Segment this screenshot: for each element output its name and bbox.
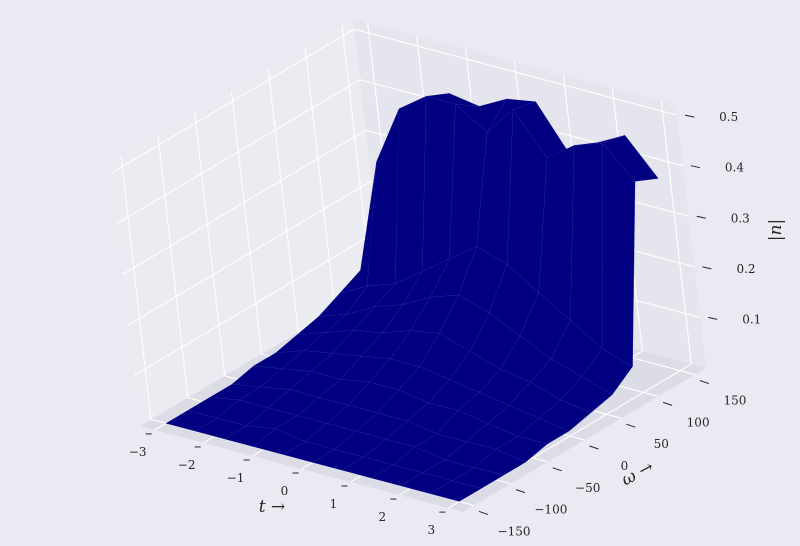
surface-patch bbox=[601, 142, 636, 367]
grid-line-z-left bbox=[128, 180, 372, 326]
y-tick-label: 150 bbox=[724, 394, 747, 408]
y-tick-label: 100 bbox=[687, 415, 710, 429]
z-tick-label: 0.4 bbox=[725, 161, 744, 175]
y-tick-label: −150 bbox=[498, 524, 531, 538]
surface-patch bbox=[395, 96, 427, 284]
z-tick bbox=[685, 114, 695, 118]
z-tick-label: 0.3 bbox=[731, 211, 750, 225]
grid-line-x-wall bbox=[660, 101, 692, 365]
grid-line-y-wall bbox=[194, 112, 226, 376]
z-tick-label: 0.1 bbox=[742, 312, 761, 326]
y-tick bbox=[589, 445, 599, 450]
z-tick bbox=[708, 316, 718, 320]
y-tick bbox=[662, 401, 673, 406]
z-tick-label: 0.2 bbox=[736, 262, 755, 276]
x-tick-label: −2 bbox=[178, 458, 196, 472]
y-tick-label: 0 bbox=[621, 459, 629, 473]
grid-line-z-left bbox=[133, 230, 378, 376]
x-axis-label: t → bbox=[259, 497, 285, 517]
grid-line-y-wall bbox=[120, 156, 152, 420]
grid-line-y-wall bbox=[304, 47, 336, 311]
y-tick bbox=[699, 380, 710, 385]
surface-mesh bbox=[165, 93, 659, 502]
grid-line-z-left bbox=[122, 129, 366, 275]
y-tick bbox=[552, 467, 562, 472]
surface-patch bbox=[429, 480, 482, 502]
y-tick-label: 50 bbox=[654, 437, 669, 451]
grid-line-y-wall bbox=[230, 90, 263, 355]
y-tick bbox=[515, 489, 526, 494]
z-axis-label: |u| bbox=[767, 219, 787, 241]
x-tick-label: −3 bbox=[129, 445, 147, 459]
y-tick bbox=[478, 510, 489, 515]
x-tick-label: 2 bbox=[379, 510, 387, 524]
grid-line-y-wall bbox=[157, 134, 189, 398]
x-tick-label: 0 bbox=[281, 484, 289, 498]
x-tick-label: −1 bbox=[227, 471, 245, 485]
grid-line-z-left bbox=[110, 28, 355, 174]
grid-line-z-back bbox=[354, 28, 678, 116]
tick-labels: −3 −2 −1 0 1 2 3 −150−100 −50 0 50 100 150 0.1 0.2 0.3 0… bbox=[129, 110, 761, 538]
grid-line-y-wall bbox=[267, 69, 299, 333]
y-tick bbox=[626, 423, 636, 428]
x-tick-label: 1 bbox=[330, 497, 338, 511]
grid-line-z-left bbox=[116, 79, 361, 225]
surface-patch bbox=[570, 143, 603, 349]
z-tick bbox=[702, 266, 712, 270]
tick-marks bbox=[145, 114, 718, 515]
y-tick-label: −50 bbox=[575, 481, 600, 495]
z-tick bbox=[696, 215, 706, 219]
x-tick-label: 3 bbox=[427, 523, 435, 537]
z-tick bbox=[690, 165, 701, 169]
z-tick-label: 0.5 bbox=[719, 110, 738, 124]
y-tick-label: −100 bbox=[534, 503, 567, 517]
